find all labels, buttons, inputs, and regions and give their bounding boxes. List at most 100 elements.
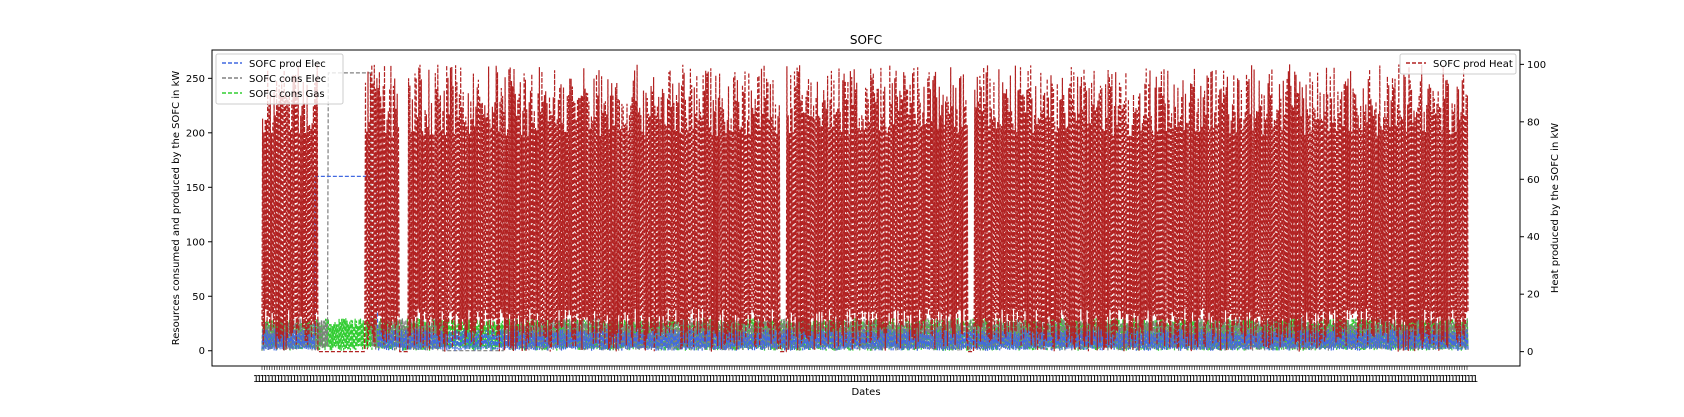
legend-label-cons-elec: SOFC cons Elec bbox=[249, 74, 326, 85]
x-tick-label: 1 bbox=[1366, 374, 1372, 385]
x-tick-label: 1 bbox=[906, 374, 912, 385]
x-tick-label: 1 bbox=[1101, 374, 1107, 385]
series-layer bbox=[261, 64, 1469, 353]
x-tick-label: 1 bbox=[682, 374, 688, 385]
x-tick-label: 1 bbox=[451, 374, 457, 385]
x-tick-label: 1 bbox=[531, 374, 537, 385]
x-tick-label: 1 bbox=[1306, 374, 1312, 385]
x-tick-label: 1 bbox=[970, 374, 976, 385]
x-tick-label: 1 bbox=[278, 374, 284, 385]
x-tick-label: 1 bbox=[1037, 374, 1043, 385]
x-tick-label: 1 bbox=[1130, 374, 1136, 385]
x-tick-label: 1 bbox=[1040, 374, 1046, 385]
x-tick-label: 1 bbox=[797, 374, 803, 385]
x-tick-label: 1 bbox=[1386, 374, 1392, 385]
x-tick-label: 1 bbox=[1078, 374, 1084, 385]
x-tick-label: 1 bbox=[691, 374, 697, 385]
x-tick-label: 1 bbox=[851, 374, 857, 385]
x-tick-label: 1 bbox=[438, 374, 444, 385]
left-y-tick-label: 100 bbox=[186, 237, 205, 248]
x-tick-label: 1 bbox=[976, 374, 982, 385]
x-tick-label: 1 bbox=[1328, 374, 1334, 385]
x-tick-label: 1 bbox=[1363, 374, 1369, 385]
left-y-tick-label: 0 bbox=[199, 346, 205, 357]
x-tick-label: 1 bbox=[294, 374, 300, 385]
x-tick-label: 1 bbox=[637, 374, 643, 385]
x-tick-label: 1 bbox=[918, 374, 924, 385]
x-tick-label: 1 bbox=[1091, 374, 1097, 385]
series-line bbox=[261, 72, 1469, 352]
x-tick-label: 1 bbox=[784, 374, 790, 385]
x-tick-label: 1 bbox=[1053, 374, 1059, 385]
x-tick-label: 1 bbox=[832, 374, 838, 385]
x-tick-label: 1 bbox=[1168, 374, 1174, 385]
x-tick-label: 1 bbox=[1120, 374, 1126, 385]
legend-label-prod-heat: SOFC prod Heat bbox=[1433, 59, 1513, 70]
x-tick-label: 1 bbox=[592, 374, 598, 385]
x-tick-label: 1 bbox=[1437, 374, 1443, 385]
x-tick-label: 1 bbox=[768, 374, 774, 385]
x-tick-label: 1 bbox=[1312, 374, 1318, 385]
x-tick-label: 1 bbox=[1222, 374, 1228, 385]
x-tick-label: 1 bbox=[621, 374, 627, 385]
x-tick-label: 1 bbox=[1158, 374, 1164, 385]
x-tick-label: 1 bbox=[653, 374, 659, 385]
x-tick-label: 1 bbox=[685, 374, 691, 385]
x-tick-label: 1 bbox=[714, 374, 720, 385]
x-tick-label: 1 bbox=[1149, 374, 1155, 385]
x-tick-label: 1 bbox=[573, 374, 579, 385]
x-tick-label: 1 bbox=[995, 374, 1001, 385]
x-tick-label: 1 bbox=[1024, 374, 1030, 385]
x-tick-label: 1 bbox=[1088, 374, 1094, 385]
legend-label-prod-elec: SOFC prod Elec bbox=[249, 59, 326, 70]
x-tick-label: 1 bbox=[378, 374, 384, 385]
x-tick-label: 1 bbox=[1376, 374, 1382, 385]
left-y-tick-label: 200 bbox=[186, 128, 205, 139]
x-tick-label: 1 bbox=[1210, 374, 1216, 385]
x-tick-label: 1 bbox=[301, 374, 307, 385]
x-tick-label: 1 bbox=[803, 374, 809, 385]
x-tick-label: 1 bbox=[1341, 374, 1347, 385]
x-tick-label: 1 bbox=[1466, 374, 1472, 385]
x-tick-label: 1 bbox=[1290, 374, 1296, 385]
x-tick-label: 1 bbox=[406, 374, 412, 385]
x-tick-label: 1 bbox=[717, 374, 723, 385]
x-tick-label: 1 bbox=[1430, 374, 1436, 385]
x-tick-label: 1 bbox=[253, 374, 259, 385]
x-tick-label: 1 bbox=[579, 374, 585, 385]
x-tick-label: 1 bbox=[467, 374, 473, 385]
x-tick-label: 1 bbox=[1459, 374, 1465, 385]
x-tick-label: 1 bbox=[1392, 374, 1398, 385]
x-tick-label: 1 bbox=[1370, 374, 1376, 385]
x-tick-label: 1 bbox=[755, 374, 761, 385]
x-tick-label: 1 bbox=[1114, 374, 1120, 385]
x-tick-label: 1 bbox=[902, 374, 908, 385]
x-tick-label: 1 bbox=[1165, 374, 1171, 385]
x-tick-label: 1 bbox=[826, 374, 832, 385]
x-tick-label: 1 bbox=[806, 374, 812, 385]
x-tick-label: 1 bbox=[1059, 374, 1065, 385]
x-tick-label: 1 bbox=[1456, 374, 1462, 385]
x-tick-label: 1 bbox=[1136, 374, 1142, 385]
legend-left: SOFC prod Elec SOFC cons Elec SOFC cons … bbox=[215, 53, 344, 105]
x-tick-label: 1 bbox=[960, 374, 966, 385]
x-tick-label: 1 bbox=[259, 374, 265, 385]
x-tick-label: 1 bbox=[838, 374, 844, 385]
x-tick-label: 1 bbox=[550, 374, 556, 385]
x-tick-label: 1 bbox=[275, 374, 281, 385]
x-tick-label: 1 bbox=[483, 374, 489, 385]
x-tick-label: 1 bbox=[349, 374, 355, 385]
x-tick-label: 1 bbox=[1133, 374, 1139, 385]
x-tick-label: 1 bbox=[1043, 374, 1049, 385]
x-tick-label: 1 bbox=[320, 374, 326, 385]
legend-right: SOFC prod Heat bbox=[1399, 53, 1517, 75]
x-tick-label: 1 bbox=[938, 374, 944, 385]
x-tick-label: 1 bbox=[794, 374, 800, 385]
x-tick-label: 1 bbox=[810, 374, 816, 385]
x-tick-label: 1 bbox=[1258, 374, 1264, 385]
x-tick-label: 1 bbox=[563, 374, 569, 385]
x-tick-label: 1 bbox=[934, 374, 940, 385]
x-tick-label: 1 bbox=[1373, 374, 1379, 385]
x-tick-label: 1 bbox=[954, 374, 960, 385]
x-tick-label: 1 bbox=[1411, 374, 1417, 385]
